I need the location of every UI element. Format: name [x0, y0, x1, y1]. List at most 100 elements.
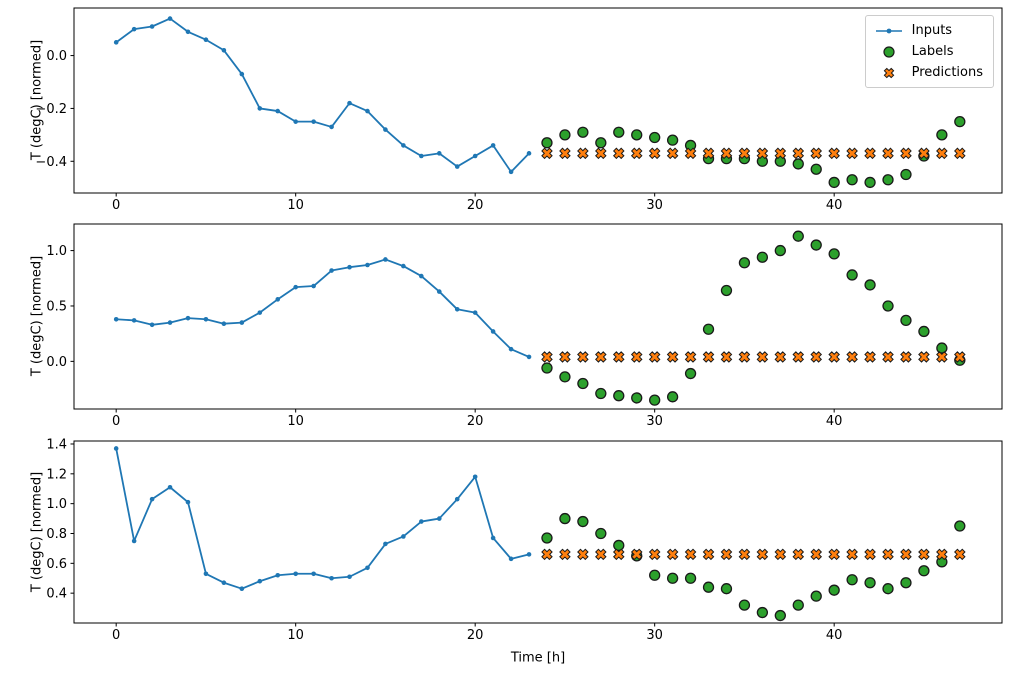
inputs-point [490, 143, 496, 148]
labels-point [774, 244, 786, 257]
subplot-1: 0 10 20 30 40 0.0 −0.2 −0.4 [35, 7, 1003, 213]
x-tick-label: 10 [287, 628, 304, 643]
subplot-2: 0 10 20 30 40 1.0 0.5 0.0 [46, 223, 1003, 429]
x-axis-ticks: 0 10 20 30 40 [112, 193, 842, 213]
y-axis-label-subplot-2: T (degC) [normed] [29, 255, 45, 377]
predictions-point [792, 147, 805, 160]
inputs-polyline [115, 17, 530, 173]
line-dot-icon [874, 24, 904, 38]
labels-point [649, 569, 661, 581]
labels-point [936, 129, 948, 141]
axes-frame [73, 223, 1003, 410]
y-tick-label: 1.0 [46, 244, 67, 259]
inputs-point [275, 108, 281, 114]
legend-item-predictions: Predictions [874, 65, 983, 80]
inputs-point [383, 127, 388, 132]
labels-point [954, 115, 966, 128]
axes-frame [73, 440, 1003, 624]
labels-point [756, 251, 769, 263]
labels-point [846, 174, 858, 186]
inputs-point [257, 106, 263, 111]
inputs-point [239, 71, 245, 77]
labels-point [864, 279, 876, 291]
axes-frame [73, 7, 1003, 194]
labels-point [774, 609, 786, 622]
labels-point [828, 248, 840, 260]
predictions-point [720, 147, 733, 160]
inputs-point [490, 329, 496, 334]
predictions-point [954, 548, 966, 561]
labels-point [810, 163, 822, 175]
labels-point [738, 257, 751, 269]
x-tick-label: 10 [287, 414, 304, 429]
predictions-point [541, 147, 553, 160]
inputs-point [508, 169, 514, 175]
x-tick-label: 30 [646, 628, 663, 643]
inputs-point [311, 283, 316, 289]
predictions-point [882, 548, 894, 561]
inputs-point [347, 100, 352, 106]
inputs-point [257, 578, 263, 584]
inputs-point [293, 571, 298, 577]
predictions-point [954, 351, 966, 363]
inputs-point [347, 264, 352, 270]
inputs-point [203, 37, 209, 43]
predictions-point [810, 351, 823, 363]
predictions-scatter [541, 351, 966, 363]
labels-point [954, 520, 966, 532]
predictions-point [810, 548, 823, 561]
inputs-line [113, 16, 532, 175]
labels-point [666, 572, 679, 584]
labels-point [649, 394, 661, 406]
predictions-point [595, 147, 607, 160]
x-axis-ticks: 0 10 20 30 40 [112, 409, 842, 429]
labels-point [631, 129, 643, 141]
x-tick-label: 30 [646, 414, 663, 429]
inputs-point [401, 534, 406, 539]
labels-point [720, 284, 733, 297]
subplot-3: 0 10 20 30 40 1.4 1.2 1.0 0.8 0.6 0.4 [46, 438, 1003, 643]
predictions-point [577, 548, 589, 561]
labels-point [828, 584, 840, 596]
predictions-point [559, 351, 571, 363]
predictions-point [612, 147, 625, 160]
labels-point [810, 239, 822, 251]
labels-point [900, 314, 912, 327]
inputs-point [185, 29, 191, 35]
predictions-point [630, 548, 643, 561]
labels-point [541, 137, 553, 149]
inputs-point [436, 289, 442, 294]
labels-point [684, 367, 697, 380]
inputs-point [401, 143, 406, 148]
predictions-scatter [541, 548, 966, 561]
inputs-point [526, 151, 532, 156]
x-tick-label: 20 [467, 414, 484, 429]
predictions-point [810, 147, 823, 160]
labels-scatter [541, 512, 966, 622]
predictions-point [936, 351, 948, 363]
labels-point [666, 391, 679, 403]
labels-point [792, 158, 804, 170]
inputs-point [113, 40, 119, 45]
inputs-point [311, 571, 316, 577]
inputs-point [167, 320, 173, 325]
predictions-point [774, 548, 787, 561]
predictions-point [648, 548, 661, 561]
labels-point [864, 577, 876, 589]
inputs-point [221, 321, 227, 327]
predictions-point [559, 548, 571, 561]
x-tick-label: 0 [112, 628, 120, 643]
labels-point [810, 590, 822, 602]
predictions-point [595, 548, 607, 561]
labels-point [882, 300, 894, 312]
labels-point [666, 134, 679, 146]
labels-point [918, 565, 930, 577]
inputs-point [419, 153, 424, 159]
predictions-point [648, 147, 661, 160]
predictions-point [936, 147, 948, 160]
circle-icon [874, 45, 904, 59]
inputs-point [454, 496, 460, 502]
predictions-point [702, 548, 715, 561]
labels-point [936, 342, 948, 354]
predictions-point [577, 147, 589, 160]
